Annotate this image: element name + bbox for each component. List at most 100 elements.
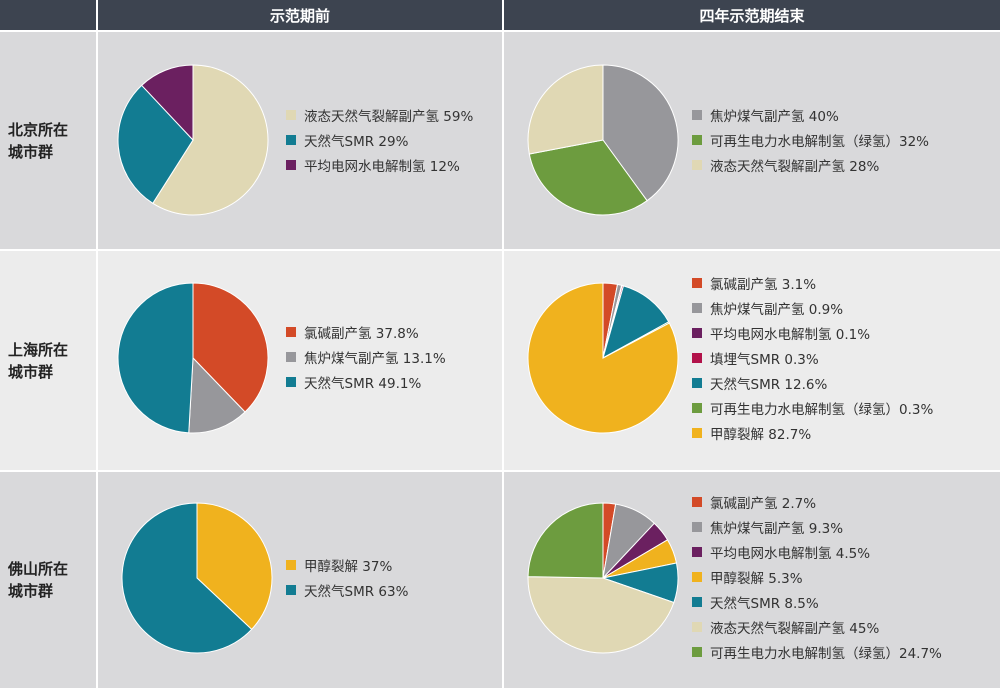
legend-label: 氯碱副产氢 2.7% xyxy=(710,495,817,512)
pie-slice xyxy=(602,64,679,202)
legend-swatch xyxy=(286,159,296,170)
legend-swatch xyxy=(692,134,702,145)
legend-swatch xyxy=(692,352,702,363)
header-before: 示范期前 xyxy=(98,0,502,30)
header-blank-cell xyxy=(0,0,96,30)
pie-slice xyxy=(602,285,670,360)
row-label: 佛山所在 城市群 xyxy=(0,472,96,688)
row-shanghai: 上海所在城市群 氯碱副产氢 37.8% 焦炉煤气副产氢 13.1% 天然气SMR… xyxy=(0,251,1000,470)
pie-slice xyxy=(192,282,269,413)
before-cell: 液态天然气裂解副产氢 59% 天然气SMR 29% 平均电网水电解制氢 12% xyxy=(98,32,502,249)
row-label-line1: 北京所在 xyxy=(8,120,69,139)
legend-swatch xyxy=(286,351,296,362)
legend-swatch xyxy=(692,402,702,413)
grid-divider xyxy=(0,470,1000,472)
legend-item: 氯碱副产氢 2.7% xyxy=(692,489,942,514)
pie-slice xyxy=(152,64,269,216)
legend-label: 甲醇裂解 5.3% xyxy=(710,570,803,587)
legend-swatch xyxy=(286,584,296,595)
legend-item: 可再生电力水电解制氢（绿氢）32% xyxy=(692,127,929,152)
legend-swatch xyxy=(692,427,702,438)
legend-item: 甲醇裂解 82.7% xyxy=(692,420,933,445)
pie-slice xyxy=(188,356,246,434)
legend: 液态天然气裂解副产氢 59% 天然气SMR 29% 平均电网水电解制氢 12% xyxy=(286,102,473,177)
row-label-line1: 上海所在 xyxy=(8,340,69,359)
pie-chart xyxy=(121,502,273,654)
legend-label: 天然气SMR 12.6% xyxy=(710,376,828,393)
legend-label: 天然气SMR 63% xyxy=(304,583,409,600)
row-label-line2: 城市群 xyxy=(8,582,54,600)
row-label-line1: 佛山所在 xyxy=(8,560,69,578)
legend-item: 天然气SMR 49.1% xyxy=(286,369,446,394)
legend-label: 天然气SMR 49.1% xyxy=(304,375,422,392)
legend-label: 液态天然气裂解副产氢 59% xyxy=(304,108,474,125)
legend-item: 可再生电力水电解制氢（绿氢）24.7% xyxy=(692,639,942,664)
pie-slice xyxy=(527,282,679,434)
legend-label: 氯碱副产氢 37.8% xyxy=(304,325,419,342)
pie-slice xyxy=(117,282,194,434)
after-cell: 氯碱副产氢 3.1% 焦炉煤气副产氢 0.9% 平均电网水电解制氢 0.1% 填… xyxy=(504,251,1000,470)
legend-item: 氯碱副产氢 37.8% xyxy=(286,319,446,344)
pie-slice xyxy=(527,576,675,654)
legend-label: 焦炉煤气副产氢 13.1% xyxy=(304,350,446,367)
legend-swatch xyxy=(286,134,296,145)
pie-slice xyxy=(527,64,604,155)
legend-item: 天然气SMR 63% xyxy=(286,577,408,602)
legend-swatch xyxy=(692,621,702,632)
legend-swatch xyxy=(692,302,702,313)
grid-divider xyxy=(0,688,1000,690)
row-label-line2: 城市群 xyxy=(8,142,54,161)
legend: 甲醇裂解 37% 天然气SMR 63% xyxy=(286,552,408,602)
legend-item: 焦炉煤气副产氢 13.1% xyxy=(286,344,446,369)
legend-item: 液态天然气裂解副产氢 28% xyxy=(692,152,929,177)
legend-label: 天然气SMR 8.5% xyxy=(710,595,819,612)
legend: 氯碱副产氢 2.7% 焦炉煤气副产氢 9.3% 平均电网水电解制氢 4.5% 甲… xyxy=(692,489,942,664)
legend-swatch xyxy=(692,496,702,507)
header-after: 四年示范期结束 xyxy=(504,0,1000,30)
after-cell: 焦炉煤气副产氢 40% 可再生电力水电解制氢（绿氢）32% 液态天然气裂解副产氢… xyxy=(504,32,1000,249)
row-label: 上海所在 城市群 xyxy=(0,251,96,470)
row-beijing: 北京所在城市群 液态天然气裂解副产氢 59% 天然气SMR 29% 平均电网水电… xyxy=(0,32,1000,249)
legend-label: 液态天然气裂解副产氢 45% xyxy=(710,620,880,637)
legend-item: 焦炉煤气副产氢 0.9% xyxy=(692,295,933,320)
pie-slice xyxy=(196,502,273,631)
pie-chart xyxy=(117,64,269,216)
pie-chart xyxy=(527,282,679,434)
legend-item: 可再生电力水电解制氢（绿氢）0.3% xyxy=(692,395,933,420)
row-foshan: 佛山所在城市群 甲醇裂解 37% 天然气SMR 63% 氯碱副产氢 2.7% 焦… xyxy=(0,472,1000,688)
after-cell: 氯碱副产氢 2.7% 焦炉煤气副产氢 9.3% 平均电网水电解制氢 4.5% 甲… xyxy=(504,472,1000,688)
pie-slice xyxy=(140,64,194,142)
before-cell: 氯碱副产氢 37.8% 焦炉煤气副产氢 13.1% 天然气SMR 49.1% xyxy=(98,251,502,470)
legend-item: 天然气SMR 8.5% xyxy=(692,589,942,614)
pie-chart xyxy=(527,502,679,654)
legend: 氯碱副产氢 3.1% 焦炉煤气副产氢 0.9% 平均电网水电解制氢 0.1% 填… xyxy=(692,270,933,445)
legend-label: 焦炉煤气副产氢 40% xyxy=(710,108,839,125)
legend-label: 液态天然气裂解副产氢 28% xyxy=(710,158,880,175)
legend-swatch xyxy=(692,277,702,288)
pie-chart xyxy=(527,64,679,216)
legend-item: 甲醇裂解 5.3% xyxy=(692,564,942,589)
legend-item: 平均电网水电解制氢 12% xyxy=(286,152,473,177)
legend-swatch xyxy=(692,159,702,170)
row-label: 北京所在 城市群 xyxy=(0,32,96,249)
legend-label: 平均电网水电解制氢 0.1% xyxy=(710,326,871,343)
legend-item: 平均电网水电解制氢 4.5% xyxy=(692,539,942,564)
legend-swatch xyxy=(692,596,702,607)
pie-slice xyxy=(528,139,648,216)
pie-slice xyxy=(527,502,604,579)
legend-label: 平均电网水电解制氢 12% xyxy=(304,158,460,175)
pie-slice xyxy=(117,84,194,205)
legend-item: 液态天然气裂解副产氢 45% xyxy=(692,614,942,639)
row-label-line2: 城市群 xyxy=(8,362,54,381)
legend-label: 可再生电力水电解制氢（绿氢）32% xyxy=(710,133,930,150)
legend-item: 天然气SMR 29% xyxy=(286,127,473,152)
legend-item: 焦炉煤气副产氢 9.3% xyxy=(692,514,942,539)
legend-swatch xyxy=(286,559,296,570)
legend-swatch xyxy=(692,109,702,120)
legend-swatch xyxy=(286,326,296,337)
legend-item: 填埋气SMR 0.3% xyxy=(692,345,933,370)
grid-divider xyxy=(0,30,1000,32)
legend-label: 平均电网水电解制氢 4.5% xyxy=(710,545,871,562)
legend: 氯碱副产氢 37.8% 焦炉煤气副产氢 13.1% 天然气SMR 49.1% xyxy=(286,319,446,394)
